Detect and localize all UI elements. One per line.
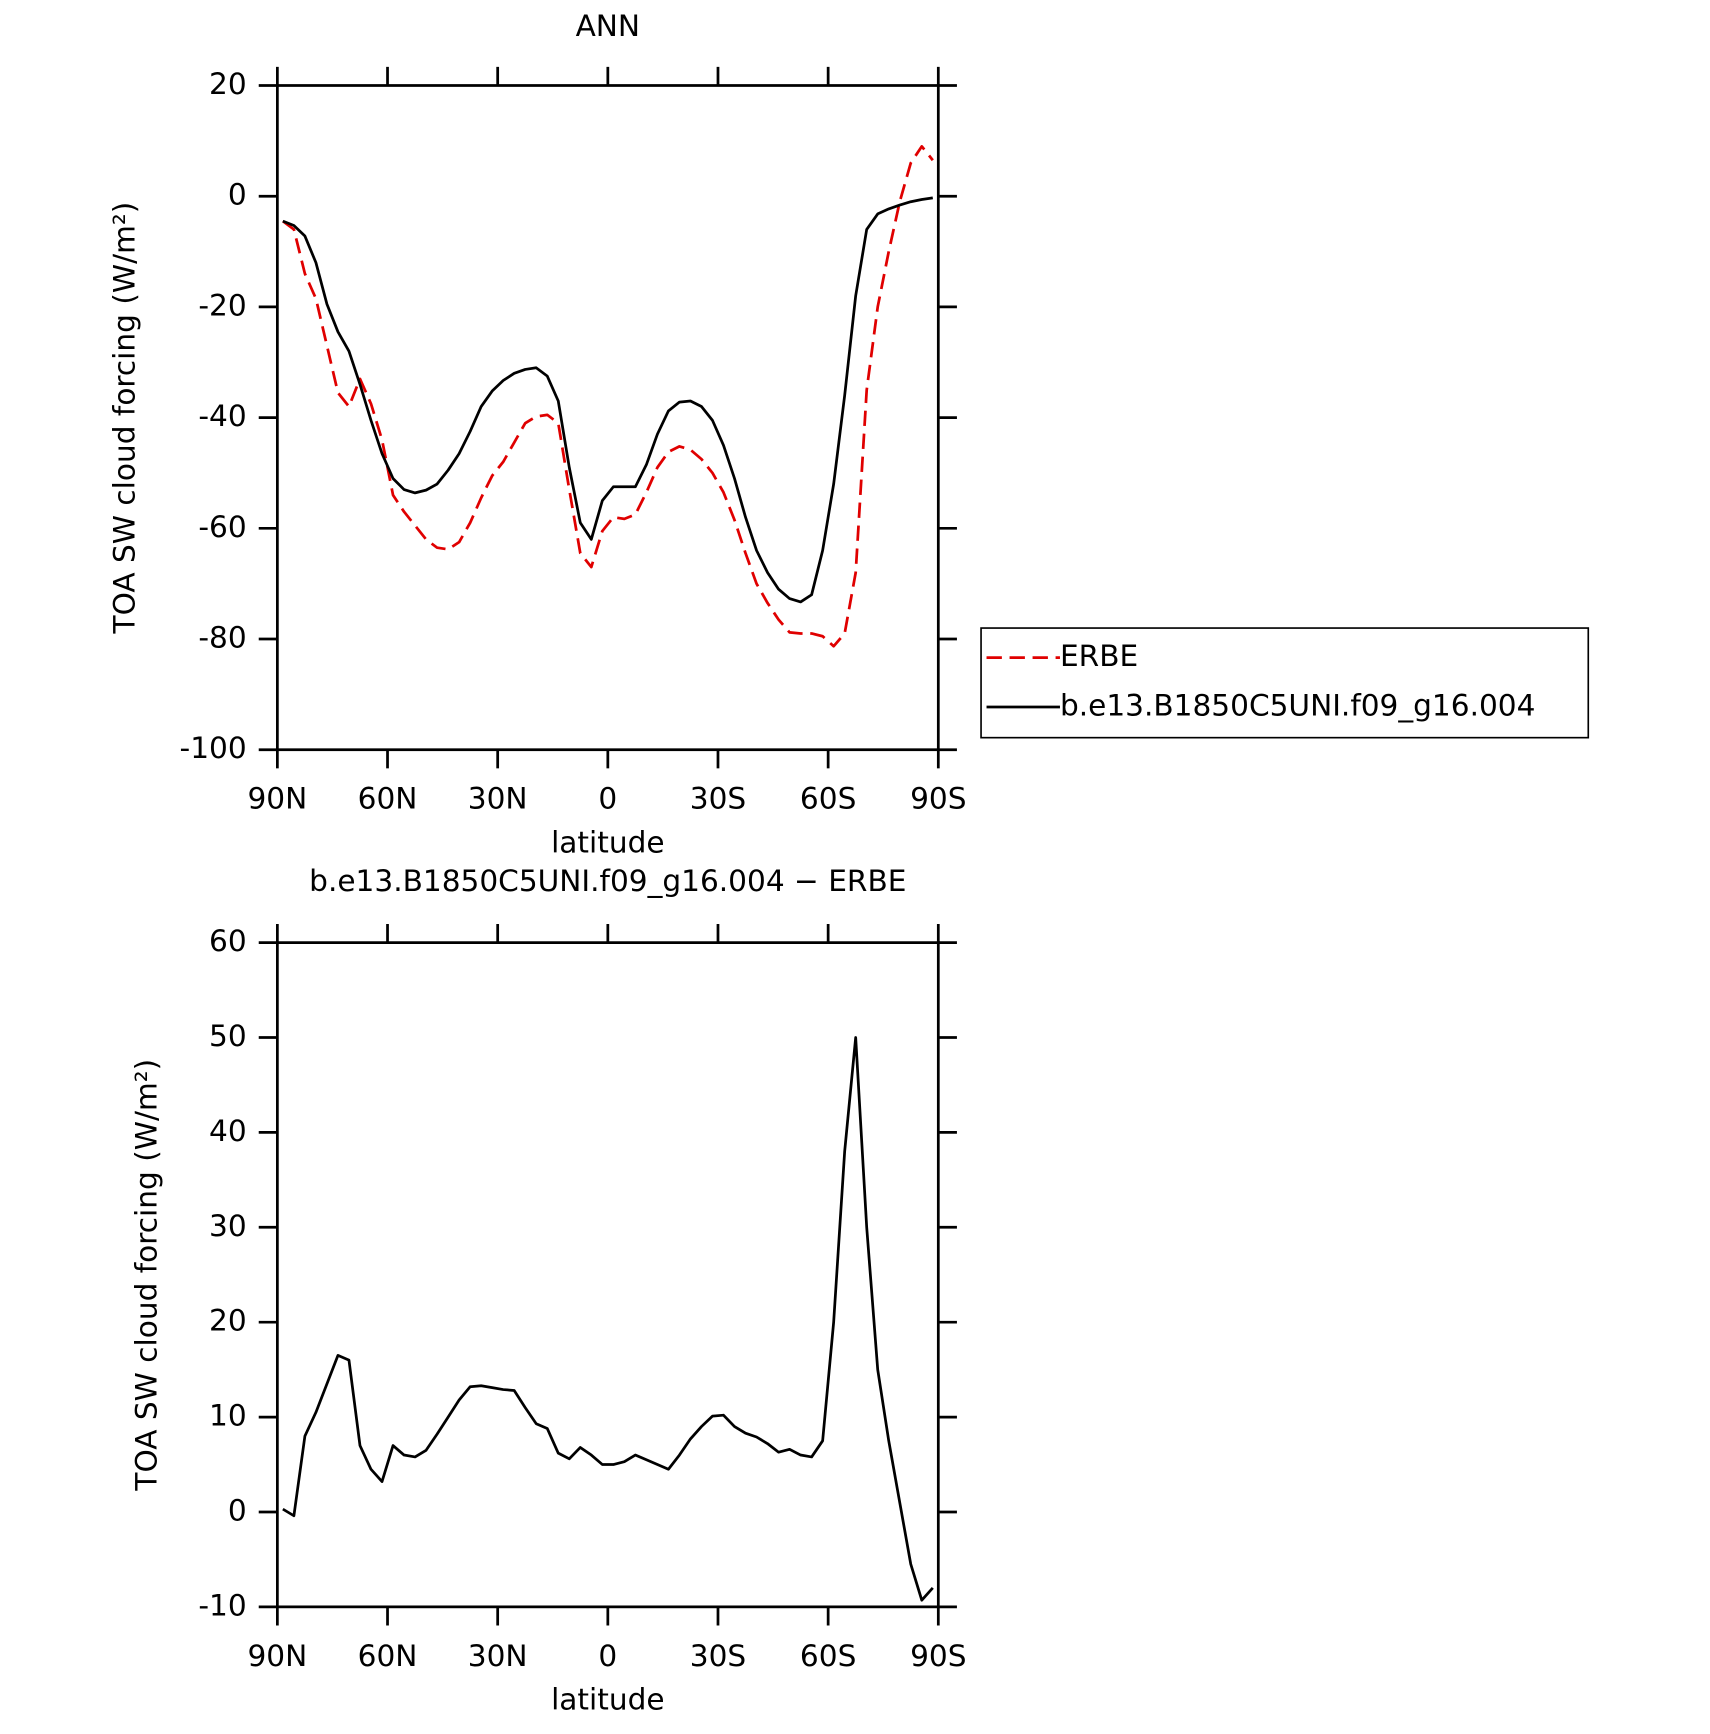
y-tick-label: 30: [209, 1209, 247, 1243]
x-tick-label: 0: [598, 782, 617, 816]
x-tick-label: 0: [598, 1639, 617, 1673]
x-tick-label: 60S: [800, 782, 856, 816]
y-tick-label: 10: [209, 1399, 247, 1433]
x-tick-label: 30S: [690, 1639, 746, 1673]
y-tick-label: 60: [209, 924, 247, 958]
y-tick-label: 20: [209, 1304, 247, 1338]
y-tick-label: 0: [228, 178, 247, 212]
y-tick-label: 40: [209, 1114, 247, 1148]
x-axis-label: latitude: [551, 1683, 664, 1717]
plot-frame: [275, 941, 940, 1609]
data-line: [282, 145, 934, 648]
legend-label: ERBE: [1060, 639, 1138, 673]
legend-box: [980, 627, 1590, 739]
y-tick-label: -80: [198, 621, 246, 655]
y-axis-label: TOA SW cloud forcing (W/m²): [130, 1059, 164, 1492]
x-tick-label: 60N: [358, 1639, 418, 1673]
y-tick-label: -100: [180, 731, 247, 765]
data-line: [282, 196, 933, 604]
x-tick-label: 90N: [247, 1639, 307, 1673]
x-axis-label: latitude: [551, 825, 664, 859]
y-axis-label: TOA SW cloud forcing (W/m²): [108, 202, 142, 635]
x-tick-label: 60N: [358, 782, 418, 816]
y-tick-label: -40: [198, 399, 246, 433]
x-tick-label: 90S: [910, 1639, 966, 1673]
chart-title: b.e13.B1850C5UNI.f09_g16.004 − ERBE: [309, 864, 906, 898]
y-tick-label: 20: [209, 67, 247, 101]
x-tick-label: 90N: [247, 782, 307, 816]
x-tick-label: 30N: [468, 1639, 528, 1673]
y-tick-label: -60: [198, 510, 246, 544]
x-tick-label: 30N: [468, 782, 528, 816]
legend-label: b.e13.B1850C5UNI.f09_g16.004: [1060, 688, 1535, 722]
y-tick-label: -20: [198, 288, 246, 322]
x-tick-label: 60S: [800, 1639, 856, 1673]
plot-frame: [275, 84, 940, 752]
x-tick-label: 30S: [690, 782, 746, 816]
y-tick-label: -10: [198, 1588, 246, 1622]
chart-title: ANN: [576, 9, 641, 43]
y-tick-label: 50: [209, 1019, 247, 1053]
data-line: [282, 1036, 934, 1602]
x-tick-label: 90S: [910, 782, 966, 816]
y-tick-label: 0: [228, 1493, 247, 1527]
